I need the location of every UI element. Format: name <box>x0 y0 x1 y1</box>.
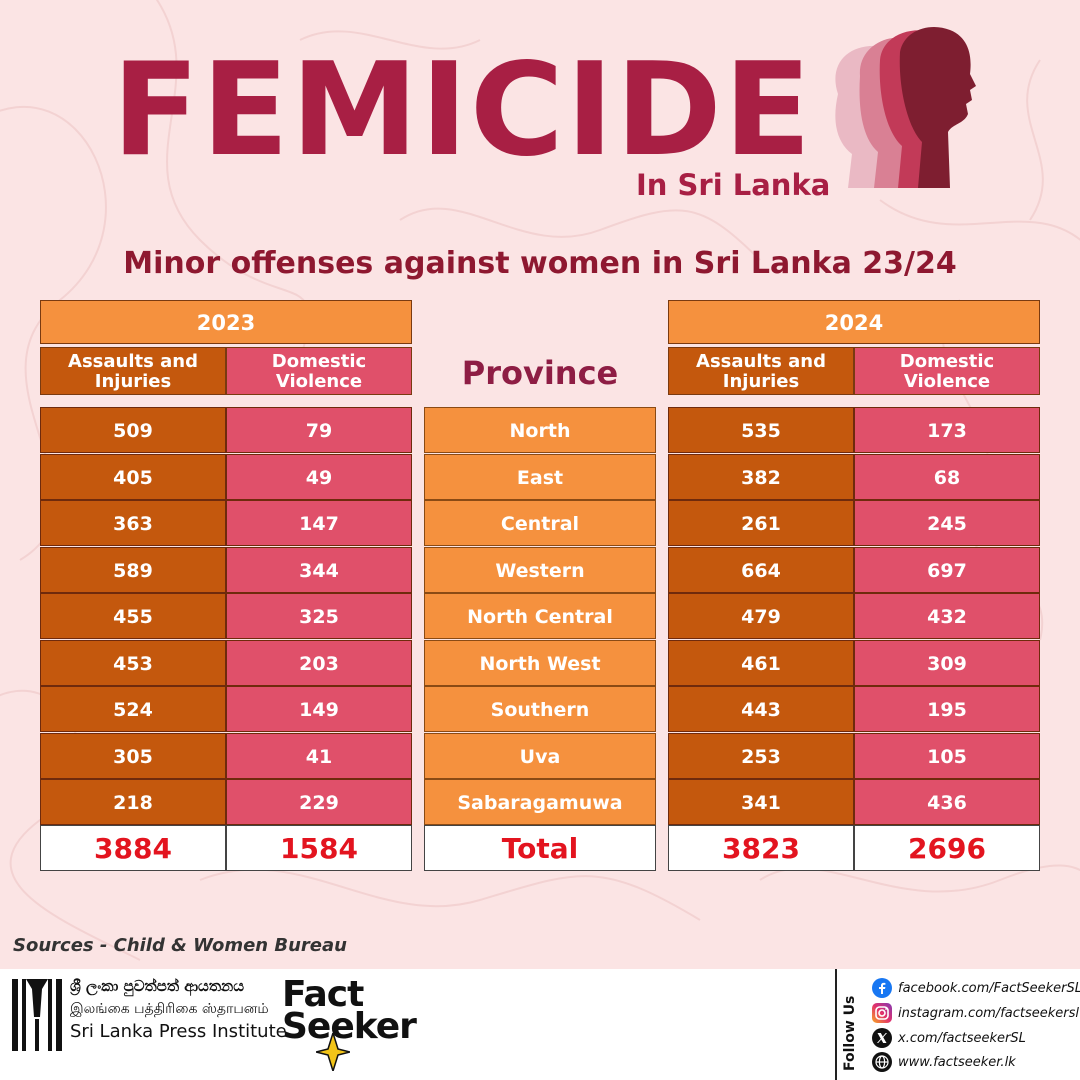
year-header-2024: 2024 <box>668 300 1040 344</box>
cell-province: Western <box>424 547 656 593</box>
column-header-assaults-2023: Assaults and Injuries <box>40 347 226 395</box>
cell-domestic-2024: 68 <box>854 454 1040 500</box>
cell-domestic-2023: 149 <box>226 686 412 732</box>
fact-seeker-logo-line2: Seeker <box>282 1006 417 1047</box>
column-header-assaults-2024: Assaults and Injuries <box>668 347 854 395</box>
cell-domestic-2023: 344 <box>226 547 412 593</box>
cell-domestic-2023: 41 <box>226 733 412 779</box>
cell-domestic-2024: 697 <box>854 547 1040 593</box>
cell-province: Uva <box>424 733 656 779</box>
cell-assaults-2023: 589 <box>40 547 226 593</box>
cell-domestic-2024: 173 <box>854 407 1040 453</box>
cell-domestic-2023: 203 <box>226 640 412 686</box>
cell-assaults-2024: 535 <box>668 407 854 453</box>
cell-domestic-2023: 147 <box>226 500 412 546</box>
footer: ශ්‍රී ලංකා පුවත්පත් ආයතනය இலங்கை பத்திரி… <box>0 969 1080 1080</box>
cell-assaults-2024: 664 <box>668 547 854 593</box>
cell-province: Central <box>424 500 656 546</box>
cell-assaults-2023: 453 <box>40 640 226 686</box>
cell-domestic-2024: 245 <box>854 500 1040 546</box>
cell-assaults-2023: 509 <box>40 407 226 453</box>
cell-assaults-2024: 253 <box>668 733 854 779</box>
cell-assaults-2024: 461 <box>668 640 854 686</box>
fact-seeker-logo: Fact Seeker <box>282 975 422 1075</box>
cell-domestic-2024: 195 <box>854 686 1040 732</box>
total-domestic-2024: 2696 <box>854 825 1040 871</box>
star-icon <box>316 1033 350 1071</box>
instagram-icon <box>872 1003 892 1023</box>
province-header: Province <box>461 354 619 392</box>
cell-assaults-2024: 382 <box>668 454 854 500</box>
cell-assaults-2023: 524 <box>40 686 226 732</box>
globe-icon <box>872 1052 892 1072</box>
total-domestic-2023: 1584 <box>226 825 412 871</box>
social-link-instagram[interactable]: instagram.com/factseekersl <box>872 1002 1079 1024</box>
cell-assaults-2023: 455 <box>40 593 226 639</box>
social-link-text: facebook.com/FactSeekerSL <box>898 980 1080 996</box>
facebook-icon <box>872 978 892 998</box>
cell-domestic-2024: 436 <box>854 779 1040 825</box>
total-assaults-2023: 3884 <box>40 825 226 871</box>
cell-province: East <box>424 454 656 500</box>
cell-domestic-2024: 432 <box>854 593 1040 639</box>
slpi-logo-icon <box>12 979 62 1051</box>
cell-domestic-2024: 105 <box>854 733 1040 779</box>
chart-title: Minor offenses against women in Sri Lank… <box>123 246 957 281</box>
x-icon <box>872 1028 892 1048</box>
cell-province: North Central <box>424 593 656 639</box>
cell-domestic-2023: 229 <box>226 779 412 825</box>
cell-assaults-2023: 305 <box>40 733 226 779</box>
cell-assaults-2024: 261 <box>668 500 854 546</box>
total-label: Total <box>424 825 656 871</box>
cell-domestic-2024: 309 <box>854 640 1040 686</box>
cell-domestic-2023: 325 <box>226 593 412 639</box>
slpi-name-tamil: இலங்கை பத்திரிகை ஸ்தாபனம் <box>70 1001 269 1017</box>
cell-assaults-2023: 405 <box>40 454 226 500</box>
cell-assaults-2024: 443 <box>668 686 854 732</box>
follow-us-label: Follow Us <box>842 995 858 1071</box>
fact-seeker-logo-line1: Fact <box>282 974 364 1015</box>
social-link-x[interactable]: x.com/factseekerSL <box>872 1027 1026 1049</box>
cell-province: Sabaragamuwa <box>424 779 656 825</box>
social-link-text: x.com/factseekerSL <box>898 1030 1026 1046</box>
cell-domestic-2023: 79 <box>226 407 412 453</box>
slpi-name-sinhala: ශ්‍රී ලංකා පුවත්පත් ආයතනය <box>70 977 244 995</box>
social-link-text: instagram.com/factseekersl <box>898 1005 1080 1021</box>
location-subtitle: In Sri Lanka <box>636 168 831 202</box>
cell-province: North <box>424 407 656 453</box>
social-link-text: www.factseeker.lk <box>898 1054 1016 1070</box>
cell-assaults-2023: 363 <box>40 500 226 546</box>
column-header-domestic-2024: Domestic Violence <box>854 347 1040 395</box>
cell-domestic-2023: 49 <box>226 454 412 500</box>
footer-divider <box>835 969 837 1080</box>
cell-assaults-2024: 341 <box>668 779 854 825</box>
cell-province: Southern <box>424 686 656 732</box>
women-profiles-illustration <box>835 26 976 189</box>
column-header-domestic-2023: Domestic Violence <box>226 347 412 395</box>
cell-assaults-2024: 479 <box>668 593 854 639</box>
cell-assaults-2023: 218 <box>40 779 226 825</box>
slpi-name-english: Sri Lanka Press Institute <box>70 1021 287 1042</box>
social-link-facebook[interactable]: facebook.com/FactSeekerSL <box>872 977 1080 999</box>
year-header-2023: 2023 <box>40 300 412 344</box>
social-link-website[interactable]: www.factseeker.lk <box>872 1051 1016 1073</box>
page-title: FEMICIDE <box>112 36 814 185</box>
cell-province: North West <box>424 640 656 686</box>
sources-note: Sources - Child & Women Bureau <box>13 935 347 956</box>
total-assaults-2024: 3823 <box>668 825 854 871</box>
